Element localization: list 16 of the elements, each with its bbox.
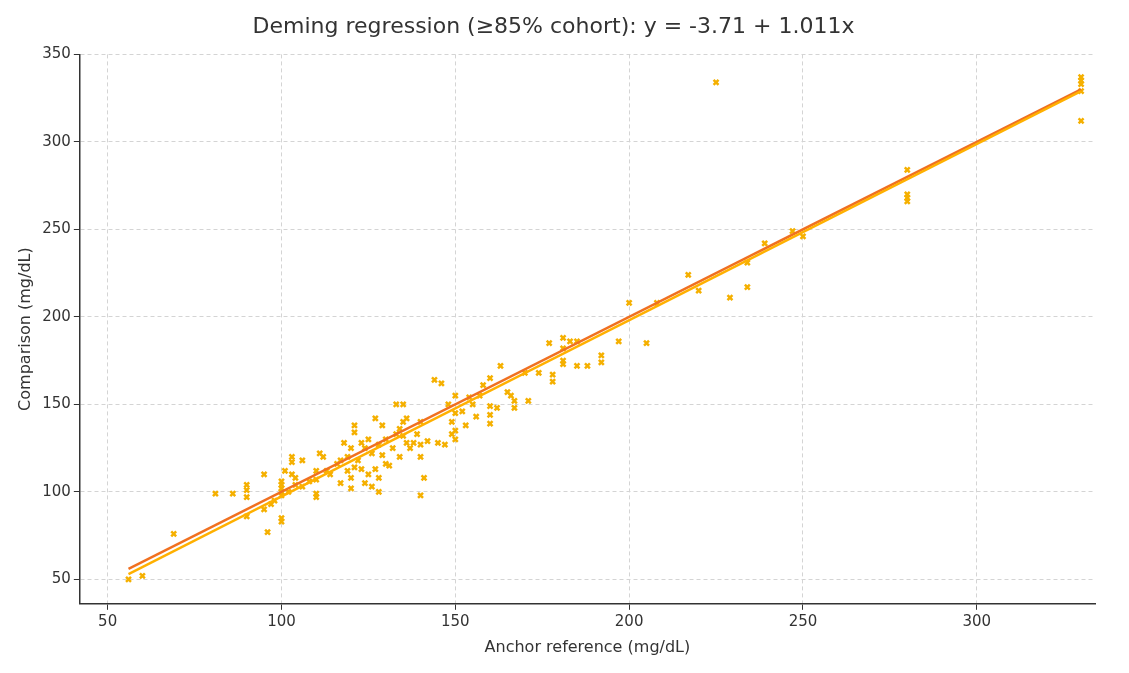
y-tick-label: 350: [42, 44, 71, 63]
y-tick-label: 150: [42, 394, 71, 413]
x-tick-label: 150: [440, 611, 470, 630]
y-tick-label: 50: [51, 569, 71, 588]
x-tick-label: 100: [267, 611, 296, 630]
x-tick-label: 200: [614, 611, 644, 630]
x-tick-label: 300: [962, 611, 992, 630]
x-tick-label: 50: [98, 611, 118, 630]
y-tick-label: 200: [42, 306, 71, 325]
x-tick-label: 250: [788, 611, 818, 630]
y-tick-label: 100: [42, 481, 71, 500]
x-axis-title: Anchor reference (mg/dL): [484, 636, 691, 656]
y-axis-title: Comparison (mg/dL): [14, 247, 34, 411]
chart-title: Deming regression (≥85% cohort): y = -3.71 + 1.011x: [252, 12, 855, 38]
y-tick-label: 250: [42, 219, 71, 238]
y-tick-label: 300: [42, 131, 71, 150]
